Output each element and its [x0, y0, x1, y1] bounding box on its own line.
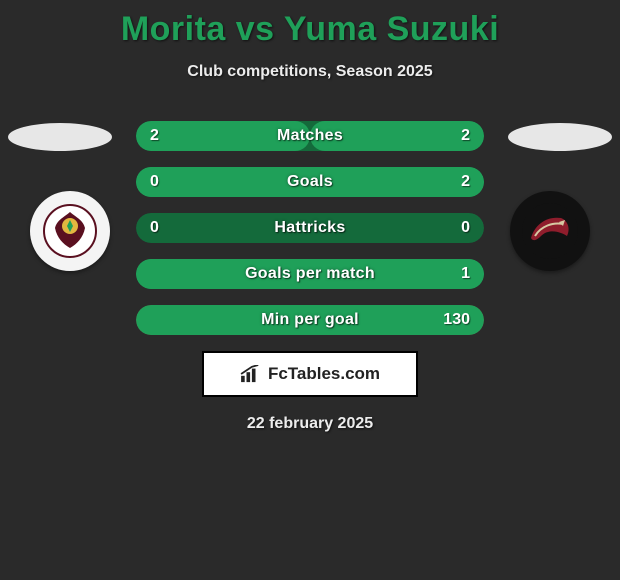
watermark-box: FcTables.com	[202, 351, 418, 397]
player-right-badge	[500, 189, 600, 273]
player-right-shadow	[508, 123, 612, 151]
page-title: Morita vs Yuma Suzuki	[0, 0, 620, 49]
stat-row: 00Hattricks	[136, 213, 484, 243]
stat-row: 02Goals	[136, 167, 484, 197]
comparison-arena: 22Matches 02Goals 00Hattricks 1Goals per ma…	[0, 121, 620, 335]
subtitle: Club competitions, Season 2025	[0, 63, 620, 81]
stat-label: Min per goal	[136, 305, 484, 335]
crest-right-icon	[521, 202, 579, 260]
team-crest-right	[510, 191, 590, 271]
player-left-badge	[20, 189, 120, 273]
date-text: 22 february 2025	[0, 415, 620, 433]
watermark-text: FcTables.com	[268, 364, 380, 384]
stat-label: Matches	[136, 121, 484, 151]
stat-label: Goals	[136, 167, 484, 197]
stat-label: Goals per match	[136, 259, 484, 289]
stat-row: 130Min per goal	[136, 305, 484, 335]
stat-rows: 22Matches 02Goals 00Hattricks 1Goals per ma…	[136, 121, 484, 335]
crest-left-icon	[43, 204, 97, 258]
stat-label: Hattricks	[136, 213, 484, 243]
stat-row: 22Matches	[136, 121, 484, 151]
stat-row: 1Goals per match	[136, 259, 484, 289]
bar-chart-icon	[240, 365, 262, 383]
team-crest-left	[30, 191, 110, 271]
player-left-shadow	[8, 123, 112, 151]
